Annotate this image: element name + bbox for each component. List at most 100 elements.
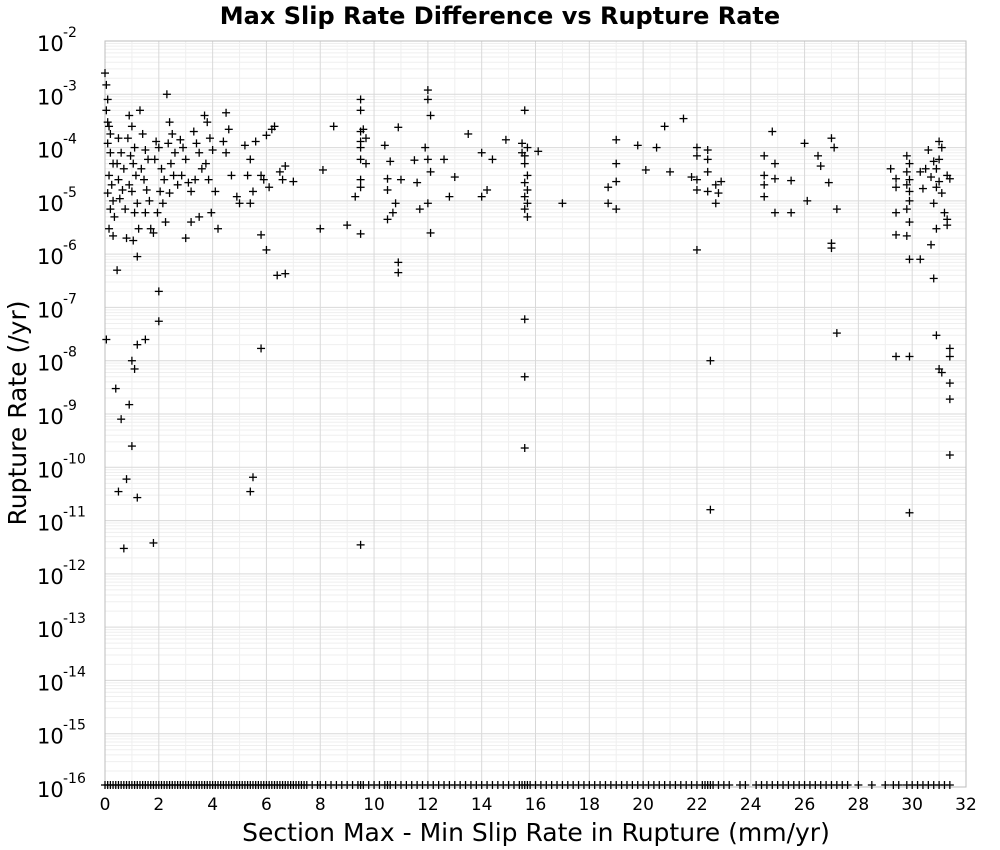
data-point [109, 231, 118, 240]
data-point [133, 199, 142, 208]
y-tick-exponent: -14 [63, 664, 86, 680]
data-point [164, 139, 173, 148]
y-tick-base: 10 [37, 565, 64, 589]
data-point [945, 352, 954, 361]
data-point [902, 231, 911, 240]
data-point [827, 244, 836, 253]
chart-title: Max Slip Rate Difference vs Rupture Rate [220, 2, 780, 30]
data-point [426, 167, 435, 176]
data-point [703, 146, 712, 155]
y-tick-base: 10 [37, 458, 64, 482]
data-point [356, 155, 365, 164]
data-point [945, 451, 954, 460]
data-point [356, 143, 365, 152]
data-point [692, 151, 701, 160]
data-point [122, 475, 131, 484]
y-tick-label: 10 -8 [37, 345, 77, 376]
data-point [156, 187, 165, 196]
data-point [204, 175, 213, 184]
data-point [201, 159, 210, 168]
data-point [518, 148, 527, 157]
data-point [932, 164, 941, 173]
data-point [115, 194, 124, 203]
data-point [117, 148, 126, 157]
data-point [905, 255, 914, 264]
data-point [356, 229, 365, 238]
x-tick-label: 4 [207, 795, 218, 815]
data-point [111, 384, 120, 393]
data-point [127, 356, 136, 365]
data-point [803, 196, 812, 205]
data-point [184, 178, 193, 187]
data-point [114, 487, 123, 496]
y-tick-label: 10 -15 [37, 718, 86, 749]
data-point [248, 187, 257, 196]
data-point [165, 118, 174, 127]
data-point [158, 199, 167, 208]
data-point [246, 155, 255, 164]
data-point [652, 143, 661, 152]
data-point [137, 164, 146, 173]
data-point [232, 192, 241, 201]
data-point [692, 185, 701, 194]
x-tick-label: 28 [848, 795, 870, 815]
data-point [935, 177, 944, 186]
data-point [161, 218, 170, 227]
data-point [520, 315, 529, 324]
data-point [523, 212, 532, 221]
data-point [195, 212, 204, 221]
data-point [932, 331, 941, 340]
data-point [127, 442, 136, 451]
data-point [902, 205, 911, 214]
data-point [176, 135, 185, 144]
data-point [604, 199, 613, 208]
y-tick-base: 10 [37, 405, 64, 429]
x-tick-label: 10 [363, 795, 385, 815]
data-point [523, 171, 532, 180]
data-point [843, 781, 852, 789]
data-point [383, 215, 392, 224]
data-point [162, 90, 171, 99]
data-point [881, 781, 890, 789]
data-point [945, 379, 954, 388]
x-tick-label: 2 [153, 795, 164, 815]
y-tick-exponent: -15 [63, 718, 86, 734]
data-point [240, 141, 249, 150]
data-point [483, 185, 492, 194]
data-point [687, 173, 696, 182]
data-point [273, 271, 282, 280]
data-point [892, 352, 901, 361]
data-point [741, 781, 750, 789]
data-point [141, 335, 150, 344]
data-point [894, 781, 903, 789]
data-point [318, 165, 327, 174]
data-point [450, 173, 459, 182]
data-point [154, 287, 163, 296]
data-point [181, 234, 190, 243]
data-point [945, 174, 954, 183]
data-point [945, 344, 954, 353]
data-point [211, 187, 220, 196]
data-point [421, 143, 430, 152]
data-point [200, 111, 209, 120]
y-tick-base: 10 [37, 192, 64, 216]
data-point [270, 122, 279, 131]
data-point [945, 395, 954, 404]
data-point [203, 118, 212, 127]
data-point [832, 329, 841, 338]
data-point [760, 151, 769, 160]
x-tick-label: 20 [632, 795, 654, 815]
data-point [138, 129, 147, 138]
y-tick-exponent: -12 [63, 558, 86, 574]
x-tick-label: 14 [471, 795, 493, 815]
data-point [703, 187, 712, 196]
x-tick-label: 24 [740, 795, 762, 815]
data-point [154, 317, 163, 326]
x-tick-label: 22 [686, 795, 708, 815]
data-point [394, 258, 403, 267]
data-point [666, 167, 675, 176]
data-point [152, 137, 161, 146]
data-point [106, 129, 115, 138]
data-point [604, 183, 613, 192]
data-point [103, 95, 112, 104]
